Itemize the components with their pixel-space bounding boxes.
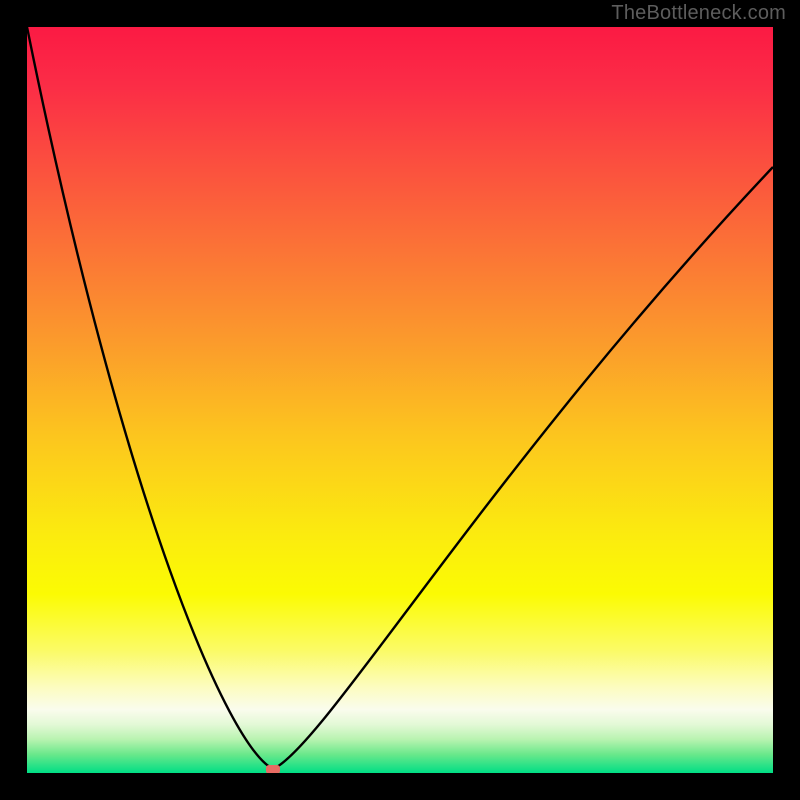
attribution-text: TheBottleneck.com	[611, 2, 786, 25]
curve-path	[27, 27, 773, 769]
minimum-marker	[266, 765, 280, 773]
chart-frame: TheBottleneck.com	[0, 0, 800, 800]
bottleneck-curve	[27, 27, 773, 773]
plot-area	[27, 27, 773, 773]
